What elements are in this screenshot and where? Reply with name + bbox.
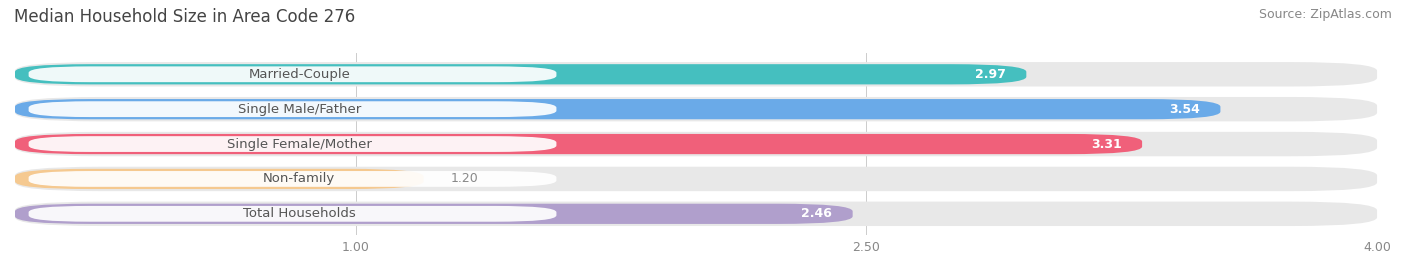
Text: Married-Couple: Married-Couple bbox=[249, 68, 350, 81]
Text: Source: ZipAtlas.com: Source: ZipAtlas.com bbox=[1258, 8, 1392, 21]
FancyBboxPatch shape bbox=[28, 171, 557, 187]
Text: 2.97: 2.97 bbox=[974, 68, 1005, 81]
FancyBboxPatch shape bbox=[28, 66, 557, 82]
Text: 3.31: 3.31 bbox=[1091, 137, 1122, 151]
Text: Non-family: Non-family bbox=[263, 172, 336, 185]
FancyBboxPatch shape bbox=[15, 169, 423, 189]
FancyBboxPatch shape bbox=[15, 201, 1376, 226]
FancyBboxPatch shape bbox=[15, 62, 1376, 87]
Text: 3.54: 3.54 bbox=[1170, 103, 1199, 116]
FancyBboxPatch shape bbox=[15, 97, 1376, 121]
FancyBboxPatch shape bbox=[15, 204, 852, 224]
FancyBboxPatch shape bbox=[15, 132, 1376, 156]
Text: 2.46: 2.46 bbox=[801, 207, 832, 220]
Text: Median Household Size in Area Code 276: Median Household Size in Area Code 276 bbox=[14, 8, 356, 26]
Text: 1.20: 1.20 bbox=[451, 172, 478, 185]
FancyBboxPatch shape bbox=[15, 64, 1026, 84]
FancyBboxPatch shape bbox=[15, 99, 1220, 119]
Text: Total Households: Total Households bbox=[243, 207, 356, 220]
Text: Single Male/Father: Single Male/Father bbox=[238, 103, 361, 116]
FancyBboxPatch shape bbox=[28, 206, 557, 222]
Text: Single Female/Mother: Single Female/Mother bbox=[226, 137, 371, 151]
FancyBboxPatch shape bbox=[15, 167, 1376, 191]
FancyBboxPatch shape bbox=[28, 101, 557, 117]
FancyBboxPatch shape bbox=[28, 136, 557, 152]
FancyBboxPatch shape bbox=[15, 134, 1142, 154]
